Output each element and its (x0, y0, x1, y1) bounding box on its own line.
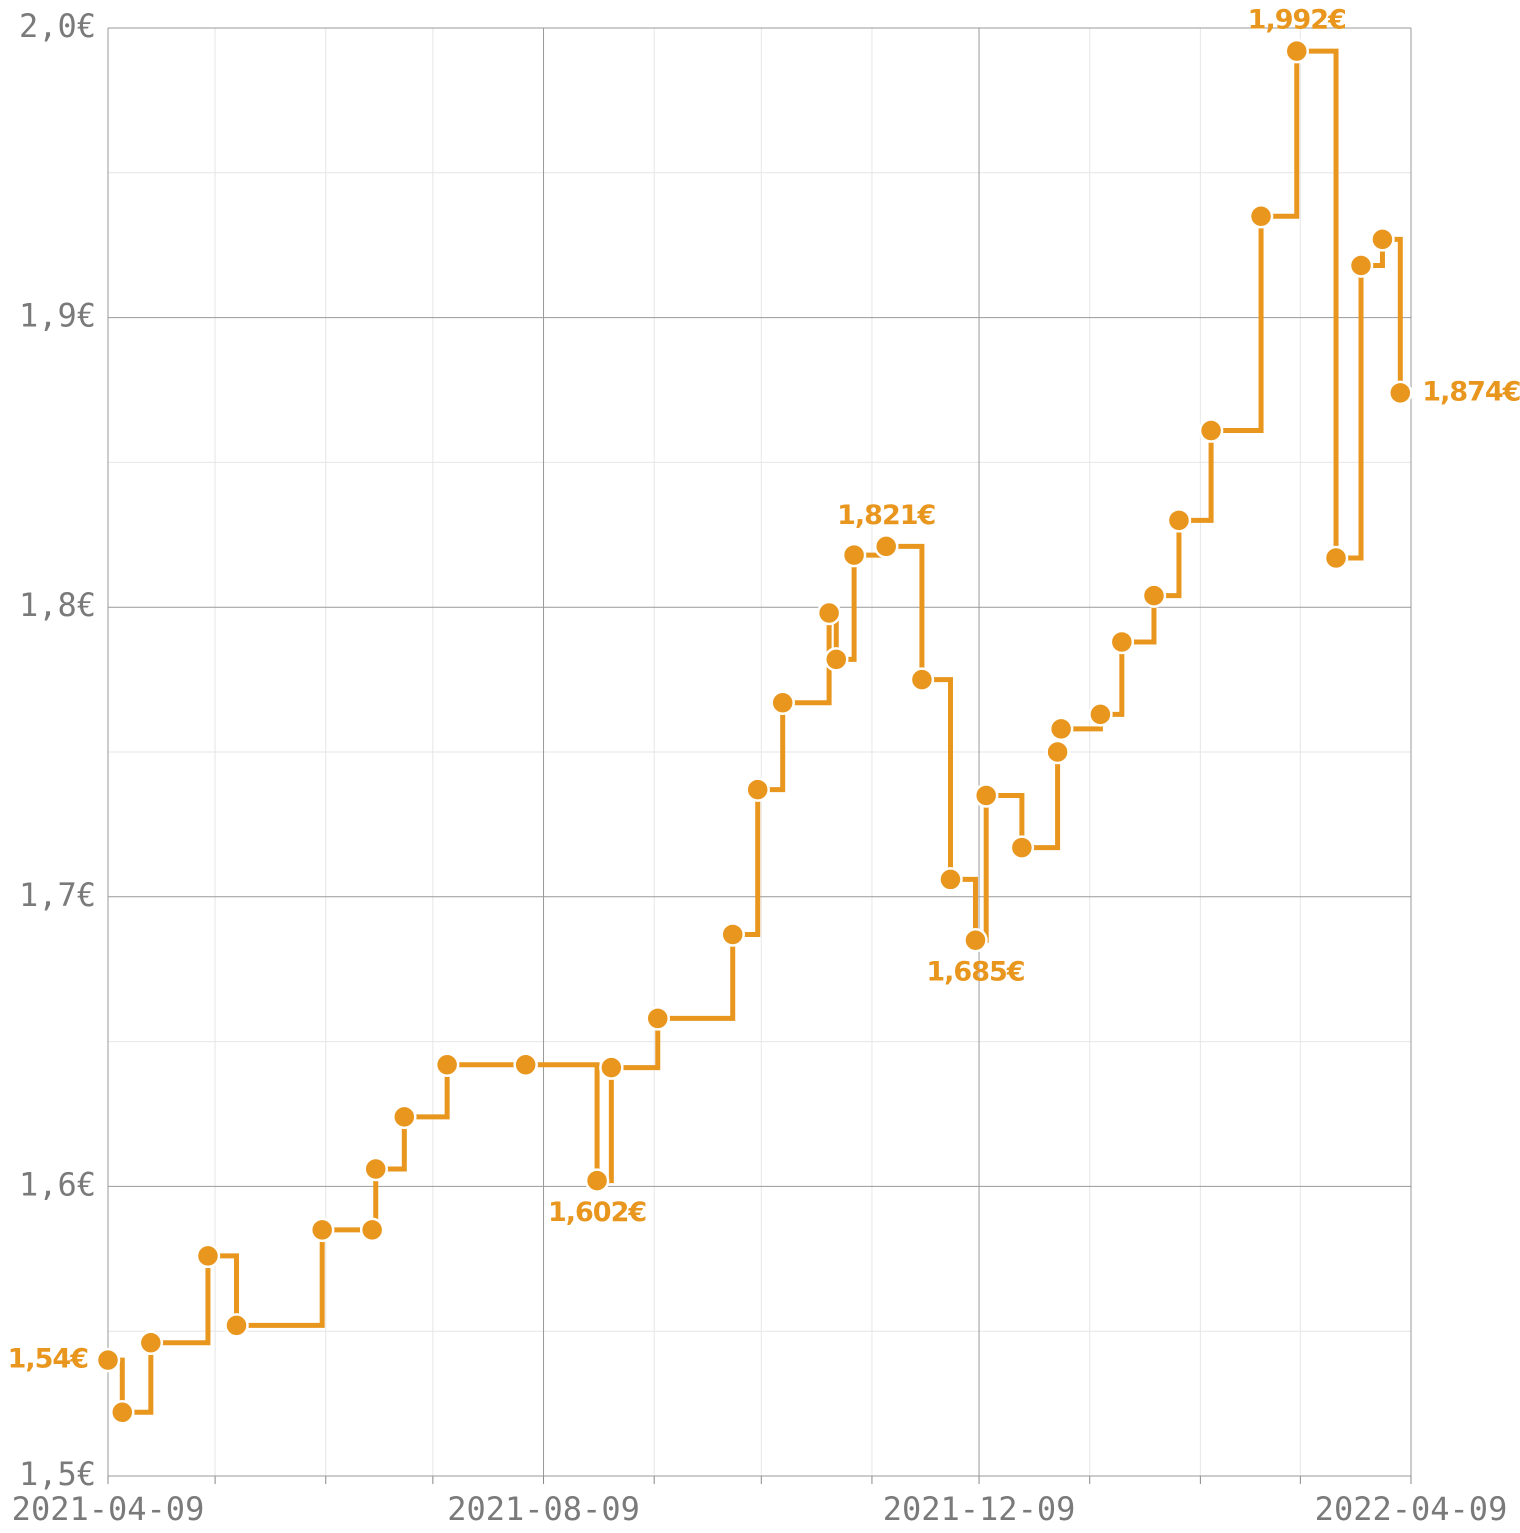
data-point (195, 1243, 221, 1269)
data-point (138, 1330, 164, 1356)
step-line (236, 1229, 325, 1328)
data-point (584, 1168, 610, 1193)
data-point (1284, 38, 1310, 64)
step-line (782, 612, 832, 706)
data-point (1370, 227, 1395, 252)
data-point (599, 1055, 624, 1080)
data-point (1009, 835, 1035, 860)
data-point (1088, 702, 1113, 727)
data-point (1248, 203, 1274, 229)
data-point (770, 690, 795, 716)
data-label: 1,821€ (837, 500, 935, 531)
data-point (841, 542, 867, 568)
y-tick-label: 1,9€ (19, 297, 96, 335)
data-point (645, 1006, 671, 1031)
step-line (886, 543, 925, 680)
data-point (110, 1400, 135, 1425)
step-line (1382, 236, 1403, 393)
data-point (745, 777, 770, 802)
step-line (1178, 430, 1214, 523)
step-line (150, 1255, 211, 1346)
data-label: 1,874€ (1422, 376, 1520, 407)
data-point (1348, 253, 1374, 278)
data-point (1141, 583, 1167, 608)
y-tick-label: 1,5€ (19, 1455, 96, 1493)
step-line (1261, 51, 1300, 219)
data-label: 1,54€ (8, 1344, 88, 1375)
data-point (434, 1052, 460, 1078)
step-line (1336, 265, 1364, 561)
y-tick-label: 1,7€ (19, 876, 96, 914)
step-line (732, 789, 761, 937)
data-point (1048, 716, 1074, 742)
data-point (1323, 545, 1349, 571)
data-point (1045, 739, 1070, 765)
data-label: 1,685€ (926, 957, 1024, 988)
data-label: 1,602€ (548, 1197, 646, 1228)
data-label: 1,992€ (1248, 5, 1346, 36)
data-point (309, 1217, 335, 1243)
step-line (1021, 752, 1061, 851)
data-point (95, 1347, 121, 1373)
data-point (1109, 629, 1135, 655)
data-point (873, 534, 899, 559)
x-tick-label: 2021-12-09 (883, 1490, 1076, 1528)
data-point (392, 1104, 417, 1130)
step-line (1296, 48, 1339, 558)
x-tick-label: 2021-08-09 (447, 1490, 640, 1528)
data-point (963, 927, 988, 953)
step-line (657, 934, 736, 1021)
data-point (1166, 508, 1192, 533)
step-line (921, 677, 953, 880)
step-line (611, 1018, 661, 1071)
y-tick-label: 1,8€ (19, 586, 96, 624)
data-point (359, 1217, 385, 1243)
data-point (816, 600, 842, 626)
y-tick-label: 1,6€ (19, 1165, 96, 1203)
step-line (404, 1064, 450, 1120)
data-point (824, 647, 849, 672)
data-point (720, 922, 745, 947)
data-point (363, 1156, 388, 1182)
data-point (1198, 418, 1224, 443)
data-point (1388, 380, 1413, 406)
data-point (909, 667, 935, 692)
data-point (938, 867, 963, 892)
x-tick-label: 2022-04-09 (1315, 1490, 1508, 1528)
step-line (525, 1062, 600, 1181)
data-point (973, 783, 999, 808)
step-line (1211, 216, 1264, 434)
y-tick-label: 2,0€ (19, 7, 96, 45)
data-point (224, 1313, 249, 1338)
x-tick-label: 2021-04-09 (12, 1490, 205, 1528)
data-point (513, 1052, 538, 1078)
